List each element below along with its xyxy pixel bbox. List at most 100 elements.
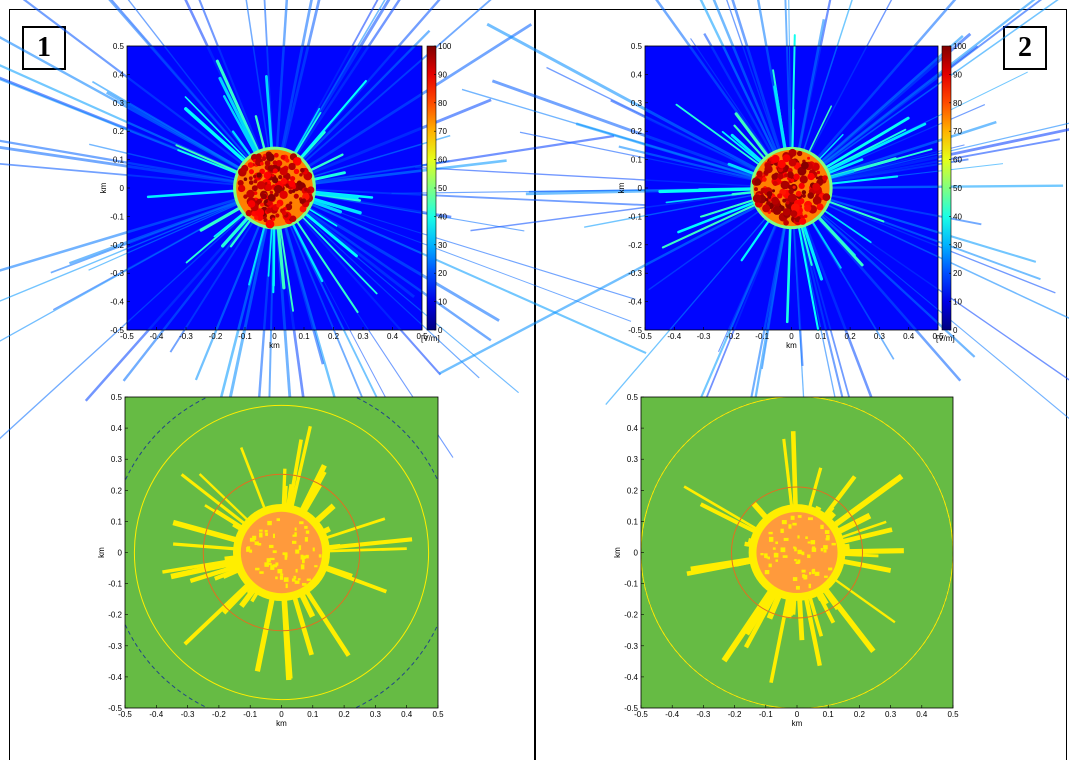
panel2-top-spike [814,122,927,178]
panel2-top-streak [791,187,1069,320]
panel2-bottom-patch [780,547,786,553]
panel2-top-xtick-label: 0.4 [903,332,915,341]
panel1-top-streak [0,139,275,190]
panel1-top-hotspot [264,199,268,204]
panel2-bottom-ytick-label: 0.1 [627,517,639,526]
panel2-bottom-xtick-label: 0 [795,710,800,719]
panel2-top-streak [791,128,1069,190]
panel2-top-hotspot [812,182,821,191]
panel2-bottom-patch [828,567,833,571]
panel2-top-hotspot [766,201,771,206]
panel1-top-spike [288,209,359,314]
panel2-bottom-patch [831,542,836,546]
panel2-bottom-ytick-label: -0.1 [624,580,638,589]
panel1-top-hotspot [267,193,276,202]
panel2-top-streak [790,0,853,189]
panel1-top-hotspot [265,183,273,192]
panel1-bottom-patch [305,554,309,559]
panel1-top-xtick-label: -0.2 [209,332,223,341]
panel2-bottom-patch [768,563,772,568]
panel1-bottom-patch [276,518,280,522]
panel1-bottom-patch [318,554,322,558]
panel2-bottom-patch [812,546,816,550]
panel1-top-hotspot [245,209,252,217]
panel1-bottom-patch [277,569,283,574]
panel1-top-streak [0,187,275,440]
panel1-top-ytick-label: 0.5 [113,42,125,51]
panel2-top-streak [470,187,792,232]
panel2-top-hotspot [763,169,769,175]
panel1-top-ytick-label: 0.2 [113,127,125,136]
panel1-top-hotspot [248,169,254,175]
panel2-bottom-xlabel: km [792,719,803,728]
panel1-top-hotspot [274,192,279,197]
panel2-top-ytick-label: 0.1 [631,156,643,165]
panel1-top-hotspot [273,152,279,158]
panel1-top-hotspot [291,189,296,193]
panel2-bottom-ytick-label: -0.4 [624,673,638,682]
panel2-bottom-patch [794,547,797,552]
panel2-top-xtick-label: -0.5 [638,332,652,341]
panel1-top-streak [0,146,275,190]
panel1-bottom-patch [259,571,264,574]
panel2-bottom-patch [823,549,827,553]
colorbar-tick-label: 70 [953,127,962,136]
panel2-bottom-patch [825,537,830,541]
panel2-top-hotspot [777,173,784,180]
panel2-top-hotspot [752,194,762,203]
panel1-top-hotspot [269,190,274,195]
panel1-top-xlabel: km [269,341,280,350]
panel2-top-streak [699,0,793,189]
panel2-bottom-patch [808,583,812,589]
panel1-bottom-xtick-label: -0.2 [212,710,226,719]
panel2-top-hotspot [780,180,790,190]
panel1-top-hotspot [260,202,265,207]
panel1-top-hotspot [253,174,257,179]
panel1-top-streak [245,0,276,189]
panel2-top-hotspot [795,190,802,197]
panel2-top-streak [546,66,792,189]
panel1-bottom-patch [305,530,310,534]
panel1-top-streak [0,187,275,302]
panel2-top-xtick-label: 0.5 [932,332,944,341]
colorbar-tick-label: 50 [953,184,962,193]
panel1-top-hotspot [293,193,299,199]
panel1-top-hotspot [289,201,293,205]
panel1-top-hotspot [256,172,262,178]
panel2-top-hotspot [790,203,800,213]
panel1-bottom-patch [292,534,297,537]
panel2-top-spike [677,196,768,234]
panel2-top-ytick-label: 0.4 [631,70,643,79]
panel1-bottom-patch [259,529,263,532]
panel1-bottom-ylabel: km [97,547,106,558]
panel2-bottom-ytick-label: 0.2 [627,486,639,495]
panel1-top-hotspot [279,190,288,200]
panel2-top-streak [731,0,793,189]
panel2-bottom-patch [814,571,820,576]
panel2-bottom-patch [780,528,784,533]
panel2-bottom-xtick-label: -0.3 [697,710,711,719]
panel1-bottom-patch [300,554,304,560]
panel2-top-ytick-label: -0.3 [628,269,642,278]
panel1-top-hotspot [240,164,249,173]
panel1-top-hotspot [260,193,267,200]
panel2-top-xlabel: km [786,341,797,350]
panel2-top-ytick-label: -0.4 [628,298,642,307]
panel2-top-hotspot [801,190,807,195]
panel1-bottom-patch [285,583,288,589]
panel1-top-hotspot [299,199,305,205]
panel2-top-xtick-label: -0.4 [667,332,681,341]
panel1-bottom-patch [295,549,300,554]
panel2-bottom-circles [641,397,953,708]
panel2-bottom-zonemap [641,397,953,708]
panel1-top-hotspot [266,153,275,162]
panel2-bottom-xtick-label: -0.5 [634,710,648,719]
panel1-top-hotspot [288,180,296,188]
panel1-top-streak [0,162,275,189]
panel2-top-ytick-label: 0.2 [631,127,643,136]
panel2-top-hotspot [772,206,782,215]
panel2-bottom-patch [775,559,779,562]
colorbar-1: 0 10 20 30 40 50 60 70 80 90 100 [V/m] [421,42,452,343]
panel2-bottom-patch [782,555,788,558]
colorbar-tick-label: 60 [438,156,447,165]
